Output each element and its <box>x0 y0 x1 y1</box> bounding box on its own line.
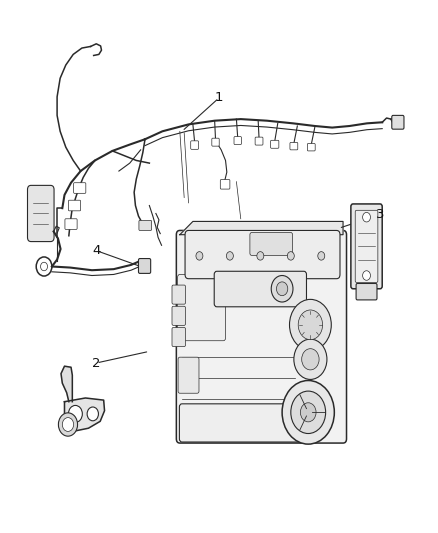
Circle shape <box>62 418 74 431</box>
Circle shape <box>41 262 47 271</box>
FancyBboxPatch shape <box>220 180 230 189</box>
Text: 2: 2 <box>92 357 100 369</box>
Polygon shape <box>180 221 343 235</box>
Circle shape <box>298 310 322 340</box>
FancyBboxPatch shape <box>392 115 404 129</box>
FancyBboxPatch shape <box>28 185 54 241</box>
Circle shape <box>291 391 325 433</box>
FancyBboxPatch shape <box>356 284 377 300</box>
FancyBboxPatch shape <box>172 306 185 325</box>
Circle shape <box>276 282 288 296</box>
FancyBboxPatch shape <box>177 230 346 443</box>
Circle shape <box>87 407 99 421</box>
Circle shape <box>290 300 331 350</box>
Circle shape <box>282 381 334 444</box>
FancyBboxPatch shape <box>290 142 298 150</box>
FancyBboxPatch shape <box>351 204 382 289</box>
FancyBboxPatch shape <box>65 219 77 229</box>
Circle shape <box>226 252 233 260</box>
Text: 3: 3 <box>376 208 384 221</box>
FancyBboxPatch shape <box>172 327 185 346</box>
FancyBboxPatch shape <box>172 285 185 304</box>
Text: 4: 4 <box>92 244 100 257</box>
Circle shape <box>36 257 52 276</box>
FancyBboxPatch shape <box>307 143 315 151</box>
Circle shape <box>363 271 371 280</box>
FancyBboxPatch shape <box>68 200 81 211</box>
FancyBboxPatch shape <box>255 137 263 145</box>
FancyBboxPatch shape <box>250 232 293 255</box>
FancyBboxPatch shape <box>271 140 279 148</box>
Polygon shape <box>61 366 72 402</box>
FancyBboxPatch shape <box>185 230 340 279</box>
FancyBboxPatch shape <box>355 211 378 282</box>
FancyBboxPatch shape <box>212 138 219 146</box>
FancyBboxPatch shape <box>214 271 307 307</box>
Text: 1: 1 <box>215 91 223 104</box>
Circle shape <box>363 213 371 222</box>
Circle shape <box>257 252 264 260</box>
FancyBboxPatch shape <box>180 404 302 442</box>
FancyBboxPatch shape <box>138 259 151 273</box>
FancyBboxPatch shape <box>178 274 226 341</box>
Circle shape <box>302 349 319 370</box>
FancyBboxPatch shape <box>74 183 86 193</box>
FancyBboxPatch shape <box>191 141 198 149</box>
Circle shape <box>58 413 78 436</box>
Circle shape <box>287 252 294 260</box>
FancyBboxPatch shape <box>178 357 199 393</box>
Circle shape <box>196 252 203 260</box>
FancyBboxPatch shape <box>139 220 152 230</box>
Circle shape <box>318 252 325 260</box>
Circle shape <box>294 339 327 379</box>
Circle shape <box>271 276 293 302</box>
Circle shape <box>300 403 316 422</box>
Polygon shape <box>64 398 105 431</box>
FancyBboxPatch shape <box>234 136 241 144</box>
Circle shape <box>68 406 82 422</box>
